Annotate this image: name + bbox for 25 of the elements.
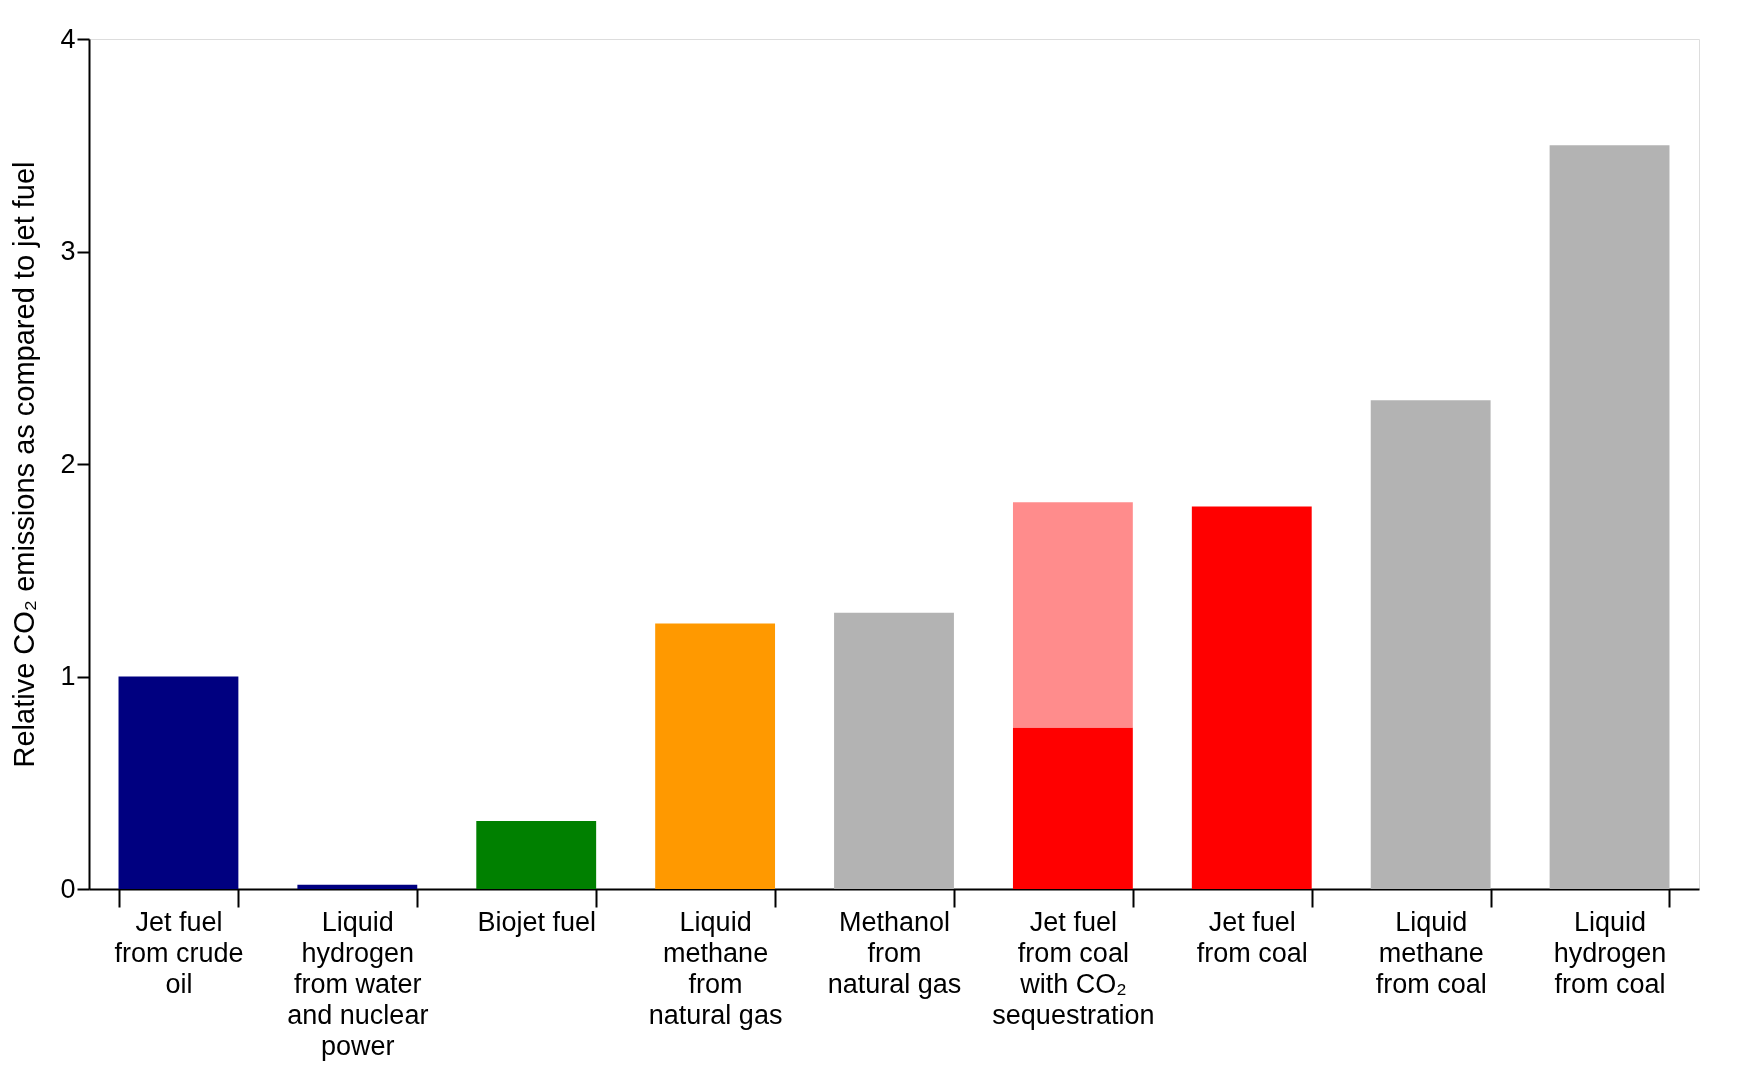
- y-tick-label: 1: [60, 661, 76, 691]
- bar: [1549, 145, 1670, 889]
- bar: [1012, 727, 1133, 889]
- bar: [1191, 506, 1312, 889]
- bar: [297, 884, 418, 889]
- x-tick-label: Liquid hydrogen from coal: [1553, 906, 1667, 999]
- x-tick-label: Methanol from natural gas: [827, 906, 962, 999]
- bar: [1370, 400, 1491, 889]
- x-tick-label: Liquid methane from coal: [1375, 906, 1487, 999]
- y-tick-label: 2: [60, 448, 76, 479]
- bar: [118, 676, 239, 889]
- y-axis-title: Relative CO₂ emissions as compared to jet fuel: [8, 161, 41, 768]
- y-tick-label: 0: [60, 873, 76, 904]
- x-tick-label: Liquid methane from natural gas: [648, 906, 783, 1030]
- bar: [476, 821, 597, 889]
- x-tick-label: Jet fuel from crude oil: [114, 906, 244, 999]
- y-tick-label: 4: [60, 23, 76, 54]
- bar: [1012, 502, 1133, 728]
- y-tick-label: 3: [60, 236, 76, 266]
- x-tick-label: Jet fuel from coal with CO₂ sequestration: [992, 906, 1155, 1030]
- x-tick-label: Jet fuel from coal: [1196, 906, 1308, 968]
- bar: [655, 623, 776, 889]
- bar: [834, 612, 954, 889]
- x-tick-label: Biojet fuel: [477, 906, 597, 937]
- x-tick-label: Liquid hydrogen from water and nuclear power: [287, 906, 429, 1061]
